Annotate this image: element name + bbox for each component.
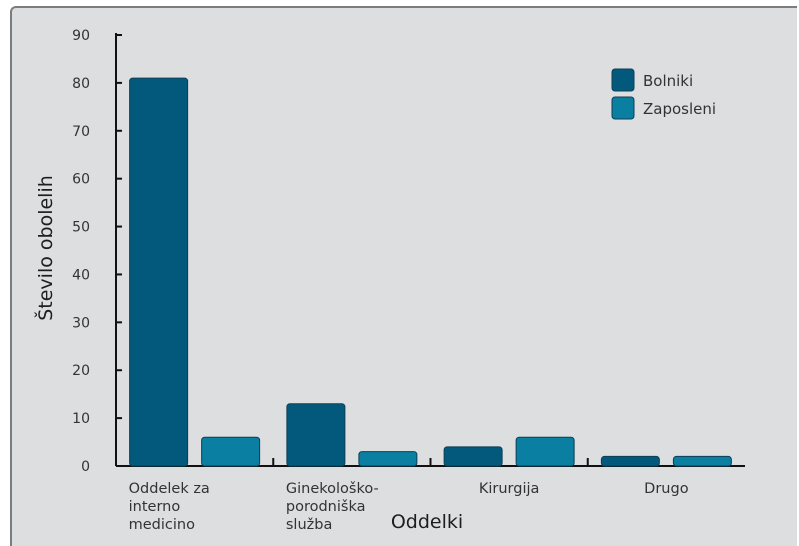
y-tick-label: 30 bbox=[72, 315, 90, 331]
x-axis-title: Oddelki bbox=[391, 511, 463, 533]
y-tick-label: 60 bbox=[72, 172, 90, 188]
y-tick-label: 10 bbox=[72, 411, 90, 427]
legend-swatch-zaposleni bbox=[611, 96, 635, 120]
y-tick-label: 40 bbox=[72, 267, 90, 283]
x-category-label: porodniška bbox=[286, 499, 366, 515]
bar-bolniki-3 bbox=[600, 455, 660, 467]
bar-zaposleni-2 bbox=[515, 436, 575, 467]
x-category-label: Oddelek za bbox=[129, 481, 210, 497]
x-category-label: medicino bbox=[129, 517, 195, 533]
bar-zaposleni-3 bbox=[672, 455, 732, 467]
bar-zaposleni-0 bbox=[201, 436, 261, 467]
bars bbox=[129, 77, 732, 467]
y-tick-label: 90 bbox=[72, 28, 90, 44]
y-tick-label: 80 bbox=[72, 76, 90, 92]
y-tick-label: 70 bbox=[72, 124, 90, 140]
bar-bolniki-1 bbox=[286, 403, 346, 467]
y-axis-title: Število obolelih bbox=[33, 175, 57, 321]
x-category-label: interno bbox=[129, 499, 181, 515]
x-category-label: Kirurgija bbox=[479, 481, 540, 497]
legend-swatch-bolniki bbox=[611, 68, 635, 92]
legend: Bolniki Zaposleni bbox=[611, 68, 716, 120]
y-tick-label: 50 bbox=[72, 220, 90, 236]
bar-zaposleni-1 bbox=[358, 451, 418, 467]
x-category-label: služba bbox=[286, 517, 332, 533]
legend-label-bolniki: Bolniki bbox=[643, 72, 693, 90]
y-axis-ticks: 0 10 20 30 40 50 60 70 80 90 bbox=[72, 28, 122, 475]
x-category-label: Ginekološko- bbox=[286, 481, 379, 497]
y-tick-label: 0 bbox=[81, 459, 90, 475]
bar-bolniki-0 bbox=[129, 77, 189, 467]
x-category-label: Drugo bbox=[644, 481, 689, 497]
x-axis-categories: Oddelek za interno medicino Ginekološko-por… bbox=[129, 458, 689, 533]
y-tick-label: 20 bbox=[72, 363, 90, 379]
bar-bolniki-2 bbox=[443, 446, 503, 467]
legend-label-zaposleni: Zaposleni bbox=[643, 100, 716, 118]
